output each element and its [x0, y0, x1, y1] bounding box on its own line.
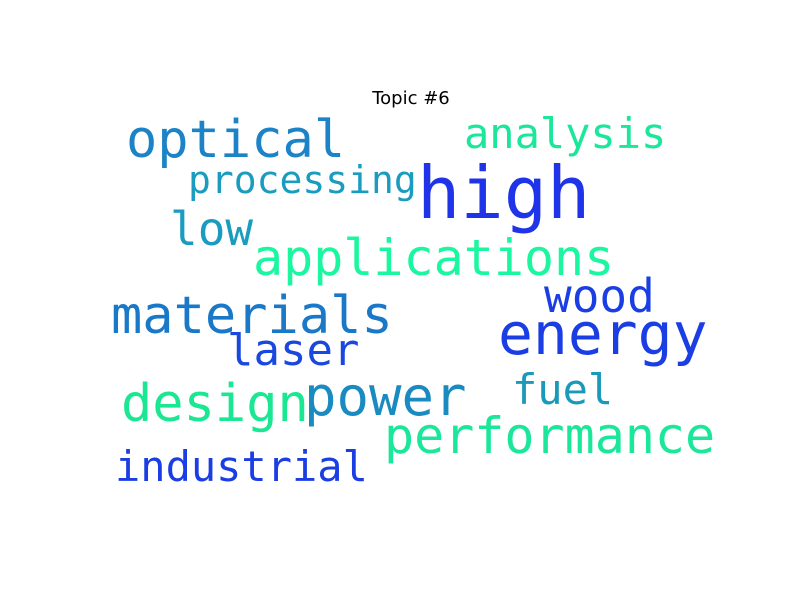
- word-optical: optical: [126, 110, 346, 170]
- word-performance: performance: [384, 407, 716, 465]
- word-energy: energy: [498, 300, 708, 368]
- word-high: high: [417, 151, 591, 235]
- word-low: low: [170, 202, 254, 256]
- word-wood: wood: [544, 269, 655, 323]
- word-laser: laser: [227, 325, 360, 376]
- word-processing: processing: [188, 158, 417, 202]
- word-analysis: analysis: [464, 109, 667, 158]
- word-fuel: fuel: [512, 365, 614, 414]
- word-power: power: [304, 365, 467, 428]
- word-design: design: [121, 374, 309, 434]
- word-applications: applications: [253, 229, 615, 287]
- word-materials: materials: [111, 286, 393, 346]
- figure-title: Topic #6: [372, 88, 450, 109]
- word-industrial: industrial: [115, 442, 368, 491]
